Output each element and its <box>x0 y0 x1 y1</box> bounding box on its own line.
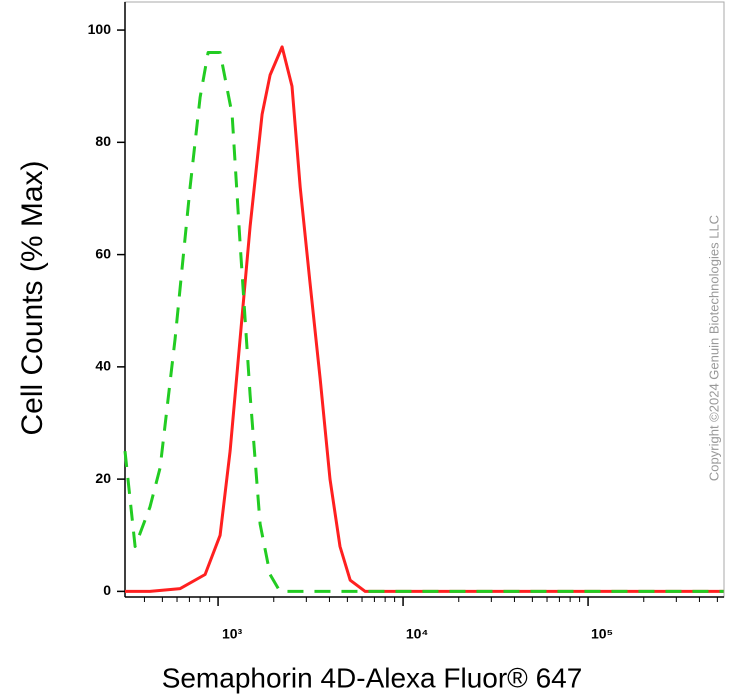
y-tick-label: 60 <box>95 245 111 261</box>
y-tick-label: 0 <box>103 582 111 598</box>
plot-frame <box>124 1 725 598</box>
y-tick-label: 80 <box>95 133 111 149</box>
y-tick-label: 100 <box>88 21 112 37</box>
series-line <box>123 51 724 593</box>
x-tick-label: 10³ <box>222 626 243 642</box>
x-tick-label: 10⁴ <box>406 626 429 642</box>
x-axis-label: Semaphorin 4D-Alexa Fluor® 647 <box>162 662 583 693</box>
y-tick-label: 20 <box>95 470 111 486</box>
y-axis-label: Cell Counts (% Max) <box>16 160 49 435</box>
series-line <box>125 45 724 593</box>
watermark: Copyright ©2024 Genuin Biotechnologies L… <box>706 215 721 481</box>
x-tick-label: 10⁵ <box>591 626 613 642</box>
y-tick-label: 40 <box>95 358 111 374</box>
